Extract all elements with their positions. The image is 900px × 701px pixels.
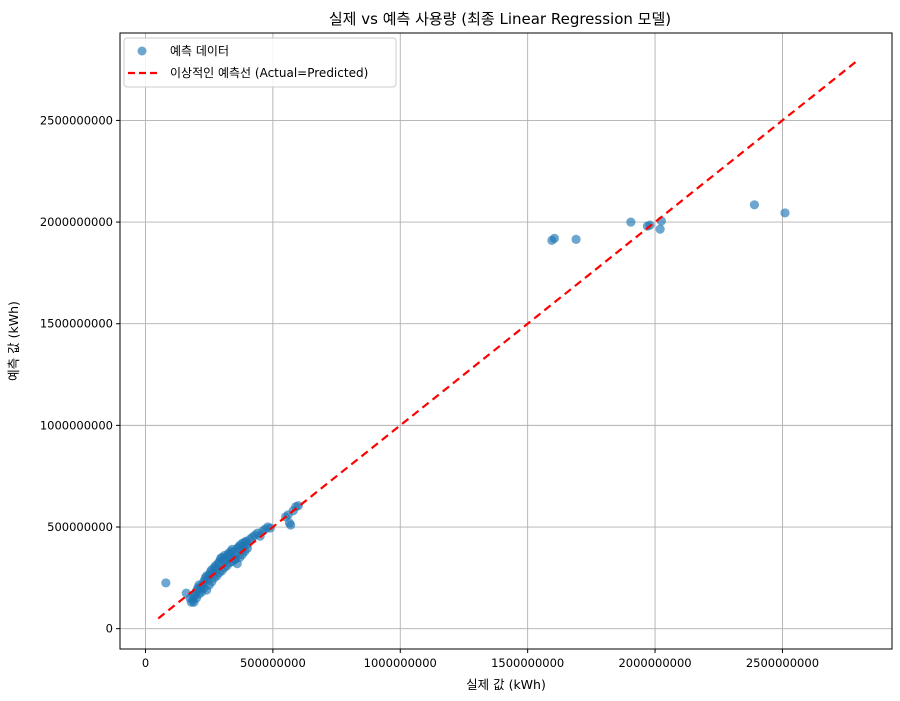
- legend-label-scatter: 예측 데이터: [170, 44, 229, 58]
- y-tick-label: 2500000000: [40, 113, 113, 127]
- y-tick-label: 2000000000: [40, 215, 113, 229]
- legend-label-line: 이상적인 예측선 (Actual=Predicted): [170, 66, 368, 80]
- y-tick-label: 0: [106, 622, 113, 636]
- x-axis-label: 실제 값 (kWh): [466, 677, 546, 692]
- scatter-point: [549, 233, 560, 243]
- y-tick-label: 500000000: [47, 520, 113, 534]
- legend-box: [123, 37, 397, 88]
- y-axis-label: 예측 값 (kWh): [6, 301, 21, 381]
- x-tick-label: 1000000000: [364, 656, 437, 670]
- y-tick-label: 1500000000: [40, 317, 113, 331]
- y-tick-label: 1000000000: [40, 418, 113, 432]
- plot-frame: [119, 32, 893, 650]
- legend-marker-scatter: [137, 46, 147, 56]
- ideal-prediction-line: [157, 60, 858, 620]
- scatter-point: [749, 200, 760, 210]
- legend: 예측 데이터 이상적인 예측선 (Actual=Predicted): [123, 37, 397, 88]
- scatter-point: [242, 543, 252, 553]
- x-tick-label: 500000000: [240, 656, 306, 670]
- ideal-line-group: [157, 60, 858, 620]
- scatter-points: [161, 200, 790, 607]
- x-tick-label: 0: [142, 656, 149, 670]
- scatter-point: [626, 217, 636, 227]
- chart-title: 실제 vs 예측 사용량 (최종 Linear Regression 모델): [329, 10, 671, 28]
- x-tick-label: 2000000000: [618, 656, 691, 670]
- scatter-point: [780, 208, 790, 218]
- scatter-point: [571, 234, 581, 244]
- scatter-point: [161, 578, 171, 588]
- x-tick-label: 2500000000: [746, 656, 819, 670]
- scatter-point: [286, 520, 296, 530]
- axis-ticks: 0 500000000 1000000000 1500000000 2000000000…: [40, 113, 819, 670]
- grid: [120, 33, 892, 649]
- scatter-point: [655, 224, 665, 234]
- x-tick-label: 1500000000: [491, 656, 564, 670]
